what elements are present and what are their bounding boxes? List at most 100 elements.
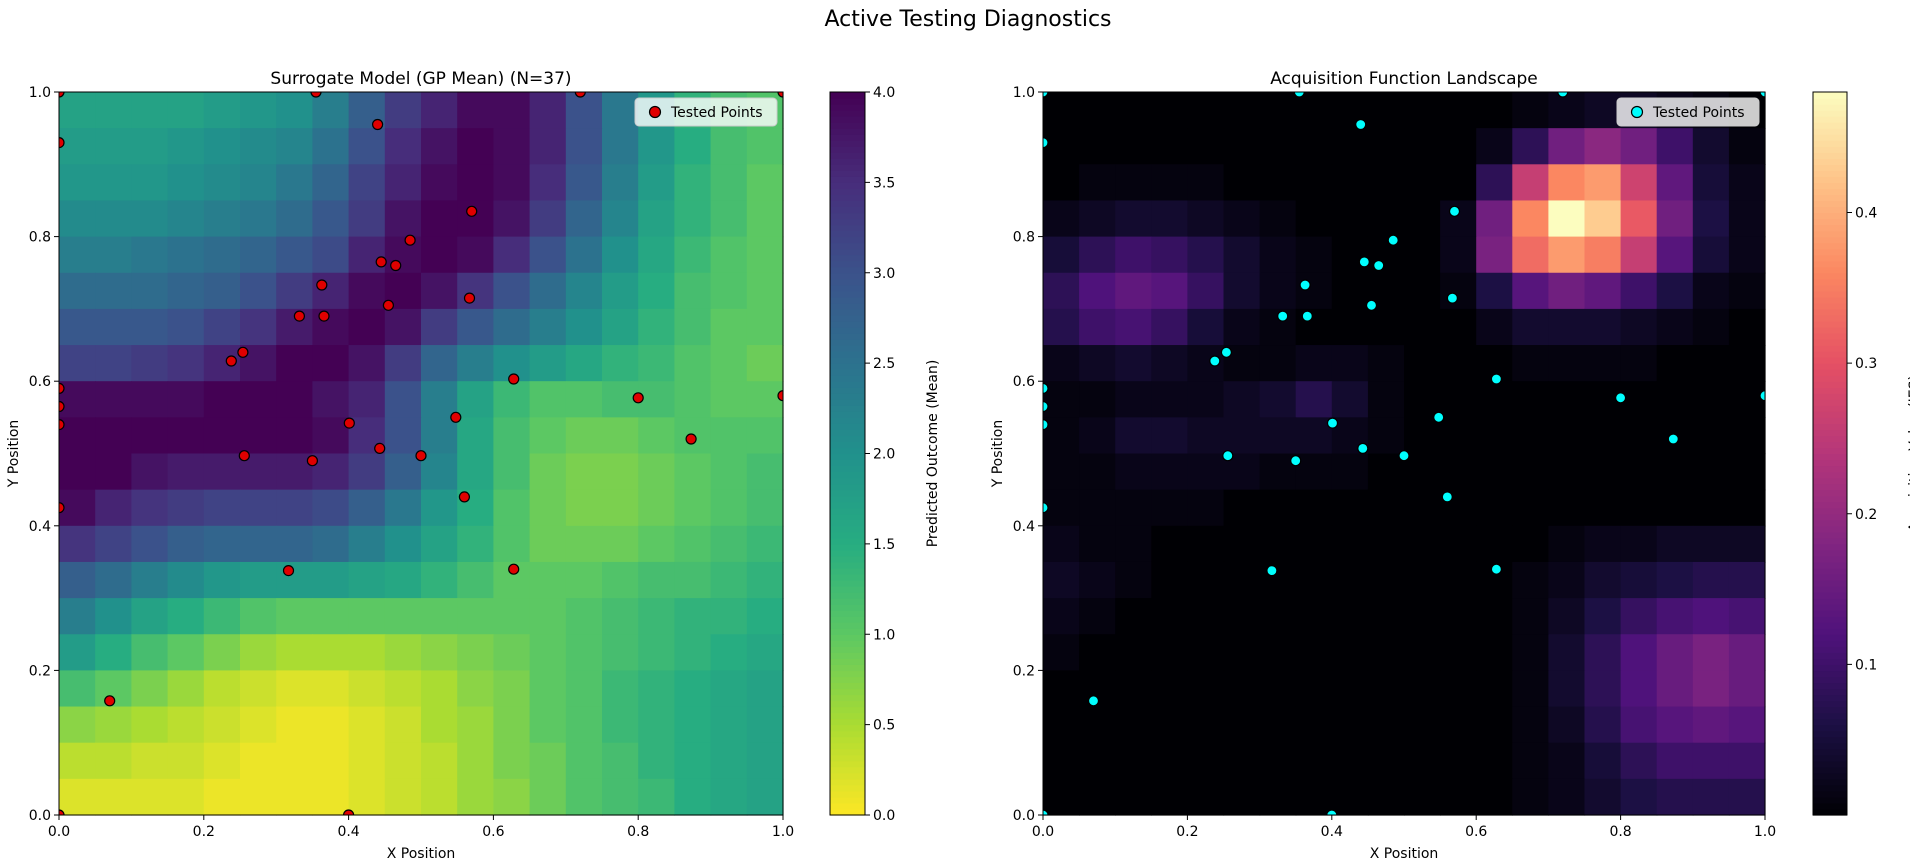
tested-point (1433, 411, 1445, 423)
heatmap-cell (457, 706, 494, 744)
heatmap-cell (276, 272, 313, 310)
heatmap-cell (59, 417, 96, 455)
heatmap-cell (131, 598, 169, 635)
heatmap-cell (1151, 670, 1188, 708)
heatmap-cell (1043, 706, 1080, 744)
heatmap-cell (1404, 489, 1441, 527)
tested-point (1365, 299, 1378, 311)
heatmap-cell (59, 634, 96, 671)
colorbar-swatch (1813, 98, 1847, 105)
heatmap-cell (674, 308, 712, 346)
colorbar-swatch (830, 284, 865, 292)
heatmap-cell (602, 561, 639, 599)
heatmap-cell (1043, 272, 1080, 310)
heatmap-cell (312, 381, 350, 418)
heatmap-cell (1223, 92, 1261, 129)
colorbar-swatch (1813, 212, 1847, 220)
heatmap-cell (1476, 128, 1513, 165)
heatmap-cell (1440, 598, 1477, 635)
heatmap-cell (95, 236, 132, 274)
heatmap-cell (1259, 236, 1297, 274)
heatmap-cell (59, 308, 96, 346)
colorbar-swatch (1813, 772, 1847, 780)
colorbar-swatch (830, 622, 865, 629)
heatmap-cell (1151, 417, 1188, 455)
colorbar-swatch (1813, 423, 1847, 431)
heatmap-cell (59, 489, 96, 527)
heatmap-cell (1187, 381, 1225, 418)
heatmap-cell (1259, 92, 1297, 129)
heatmap-cell (638, 778, 675, 816)
heatmap-cell (1115, 742, 1152, 780)
heatmap-cell (1476, 272, 1513, 310)
heatmap-cell (565, 308, 603, 346)
heatmap-cell (1079, 236, 1116, 274)
heatmap-cell (746, 598, 784, 635)
colorbar-swatch (1813, 441, 1847, 449)
tested-point (1446, 292, 1459, 304)
colorbar-swatch (1813, 766, 1847, 774)
y-tick-label: 0.0 (1013, 808, 1035, 824)
heatmap-cell (131, 489, 169, 527)
y-axis-label: Y Position (6, 420, 22, 489)
heatmap-cell (312, 128, 350, 165)
tested-point (1043, 92, 1049, 98)
heatmap-cell (59, 345, 96, 382)
heatmap-cell (95, 345, 132, 382)
heatmap-cell (1331, 489, 1369, 527)
legend: Tested Points (634, 97, 778, 127)
colorbar-swatch (830, 224, 865, 232)
heatmap-cell (638, 525, 675, 563)
heatmap-cell (1584, 598, 1622, 635)
heatmap-cell (674, 670, 712, 708)
colorbar-tick-label: 0.4 (1855, 206, 1877, 222)
heatmap-cell (565, 598, 603, 635)
colorbar-swatch (1813, 381, 1847, 388)
colorbar-swatch (830, 170, 865, 177)
heatmap-cell (1187, 92, 1225, 129)
colorbar-swatch (1813, 122, 1847, 129)
heatmap-cell (1692, 525, 1730, 563)
heatmap-cell (348, 200, 386, 238)
heatmap-cell (421, 525, 458, 563)
colorbar-swatch (1813, 561, 1847, 569)
heatmap-cell (457, 272, 494, 310)
heatmap-cell (565, 525, 603, 563)
heatmap-cell (493, 164, 531, 202)
heatmap-cell (457, 670, 494, 708)
colorbar-swatch (1813, 320, 1847, 328)
colorbar-swatch (1813, 224, 1847, 232)
heatmap-cell (1656, 489, 1694, 527)
heatmap-cell (1223, 381, 1261, 418)
heatmap-cell (276, 92, 313, 129)
legend-marker (1630, 105, 1644, 119)
colorbar-swatch (1813, 778, 1847, 786)
tested-point (59, 502, 65, 514)
heatmap-cell (131, 670, 169, 708)
colorbar-swatch (830, 339, 865, 346)
colorbar-swatch (1813, 802, 1847, 810)
heatmap-cell (240, 778, 277, 816)
colorbar-label: Acquisition Value (JES) (1907, 375, 1910, 532)
tested-point (1358, 256, 1370, 268)
heatmap-cell (746, 128, 784, 165)
heatmap-cell (312, 670, 350, 708)
heatmap-cell (746, 236, 784, 274)
heatmap-cell (421, 200, 458, 238)
heatmap-cell (1440, 200, 1477, 238)
colorbar-swatch (830, 140, 865, 147)
heatmap-cell (1728, 272, 1766, 310)
heatmap-cell (565, 417, 603, 455)
heatmap-cell (1476, 778, 1513, 816)
heatmap-cell (59, 706, 96, 744)
heatmap-cell (1151, 634, 1188, 671)
colorbar-swatch (1813, 471, 1847, 479)
heatmap-cell (529, 670, 567, 708)
heatmap-cell (674, 200, 712, 238)
heatmap-cell (1656, 453, 1694, 491)
heatmap-cell (1620, 345, 1658, 382)
tested-point (415, 450, 427, 462)
heatmap-cell (493, 525, 531, 563)
colorbar-tick-label: 0.3 (1855, 356, 1877, 372)
heatmap-cell (348, 778, 386, 816)
